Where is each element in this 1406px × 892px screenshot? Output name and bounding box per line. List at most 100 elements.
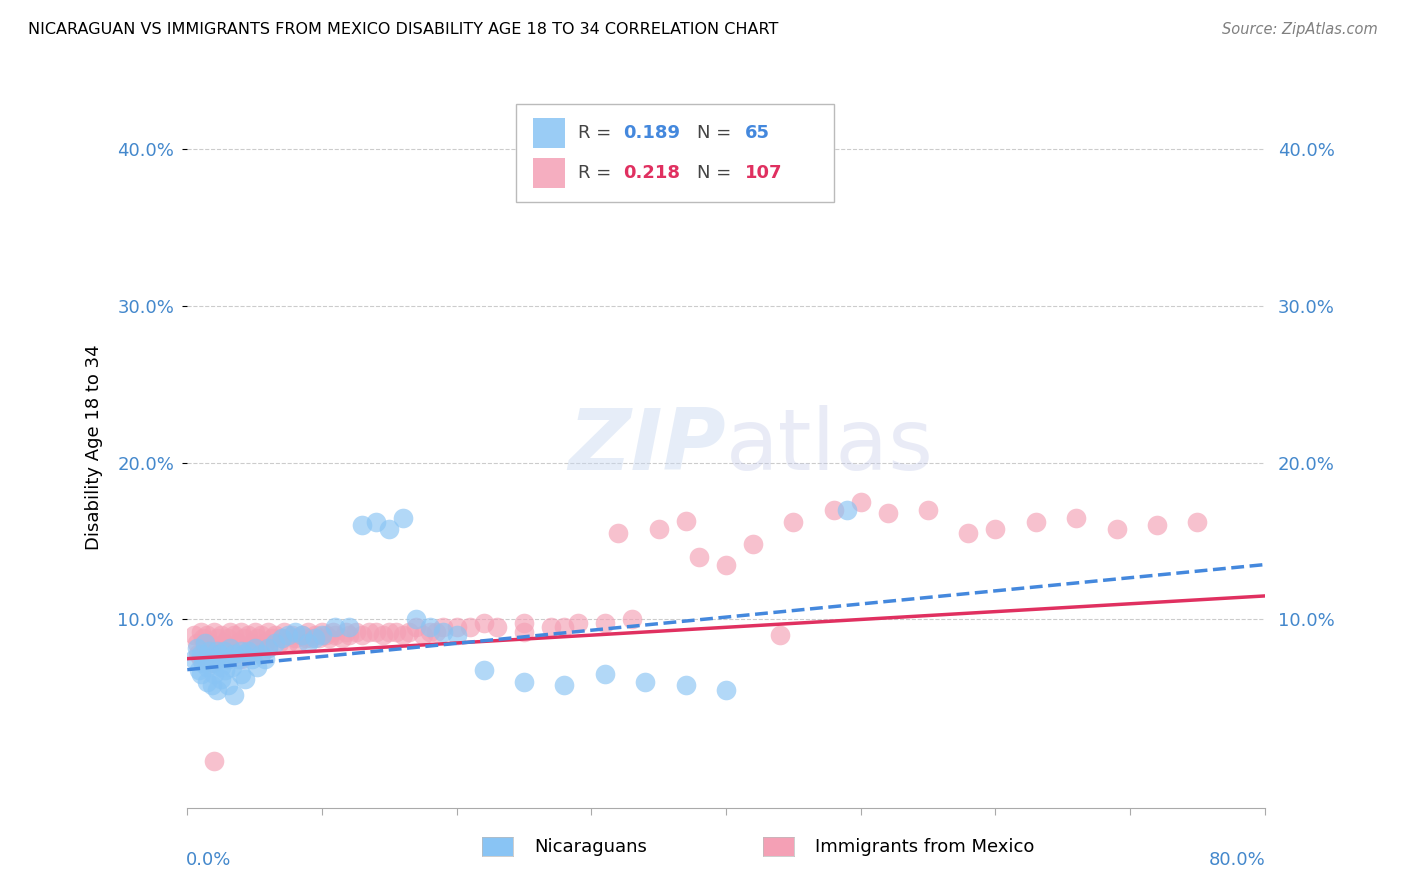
Point: [291, 628, 314, 642]
Point: [281, 628, 304, 642]
Point: [236, 644, 259, 658]
Point: [419, 625, 441, 640]
Point: [214, 647, 236, 661]
Point: [284, 632, 307, 646]
Point: [240, 636, 263, 650]
Point: [205, 632, 228, 646]
Point: [205, 651, 228, 665]
Point: [257, 625, 280, 640]
Text: R =: R =: [578, 164, 612, 182]
Point: [270, 632, 292, 646]
Point: [714, 683, 737, 698]
Point: [1187, 515, 1209, 529]
Point: [344, 625, 367, 640]
Point: [837, 502, 859, 516]
Point: [209, 672, 232, 686]
Point: [231, 644, 253, 658]
Point: [257, 640, 280, 655]
Point: [231, 625, 253, 640]
Point: [208, 647, 231, 661]
Point: [250, 628, 273, 642]
Point: [957, 526, 980, 541]
Point: [311, 628, 333, 642]
Text: NICARAGUAN VS IMMIGRANTS FROM MEXICO DISABILITY AGE 18 TO 34 CORRELATION CHART: NICARAGUAN VS IMMIGRANTS FROM MEXICO DIS…: [28, 22, 779, 37]
Point: [224, 647, 246, 661]
Point: [224, 688, 246, 702]
Point: [231, 667, 253, 681]
Point: [405, 620, 427, 634]
Point: [782, 515, 804, 529]
Point: [458, 620, 481, 634]
Point: [228, 651, 250, 665]
Point: [675, 678, 697, 692]
Bar: [533, 118, 565, 148]
Point: [1064, 510, 1087, 524]
Point: [567, 615, 589, 630]
Point: [405, 612, 427, 626]
Point: [385, 625, 408, 640]
Point: [243, 625, 266, 640]
Point: [620, 612, 643, 626]
Point: [398, 625, 420, 640]
Point: [201, 651, 224, 665]
Point: [224, 628, 246, 642]
Point: [194, 640, 217, 655]
Point: [190, 625, 212, 640]
Point: [352, 628, 374, 642]
Text: N =: N =: [697, 164, 731, 182]
Point: [322, 625, 344, 640]
Point: [243, 640, 266, 655]
Point: [432, 625, 454, 640]
Point: [197, 675, 219, 690]
Point: [243, 644, 266, 658]
Point: [337, 620, 360, 634]
Point: [240, 651, 263, 665]
Text: R =: R =: [578, 124, 612, 142]
Point: [318, 632, 340, 646]
Point: [432, 620, 454, 634]
Text: 0.189: 0.189: [624, 124, 681, 142]
Point: [294, 632, 316, 646]
Point: [217, 678, 239, 692]
Y-axis label: Disability Age 18 to 34: Disability Age 18 to 34: [86, 344, 103, 549]
Point: [304, 628, 326, 642]
Text: N =: N =: [697, 124, 731, 142]
Point: [553, 678, 575, 692]
Point: [219, 640, 242, 655]
Point: [200, 657, 222, 671]
Point: [246, 659, 269, 673]
Point: [190, 647, 212, 661]
Point: [284, 625, 307, 640]
Point: [205, 683, 228, 698]
Point: [263, 636, 285, 650]
Point: [308, 632, 330, 646]
Point: [330, 632, 353, 646]
Point: [1146, 518, 1168, 533]
Point: [876, 506, 898, 520]
Point: [325, 620, 347, 634]
Point: [378, 625, 401, 640]
Point: [202, 754, 225, 768]
Point: [193, 632, 215, 646]
Point: [188, 663, 211, 677]
Point: [246, 632, 269, 646]
Point: [209, 640, 232, 655]
Point: [270, 632, 292, 646]
Point: [221, 644, 243, 658]
Point: [250, 647, 273, 661]
Point: [769, 628, 792, 642]
Point: [250, 647, 273, 661]
Point: [190, 651, 212, 665]
Point: [214, 663, 236, 677]
Point: [232, 647, 254, 661]
Point: [257, 640, 280, 655]
Point: [419, 620, 441, 634]
Point: [254, 636, 277, 650]
Text: atlas: atlas: [725, 406, 934, 489]
Point: [217, 651, 239, 665]
Point: [446, 620, 468, 634]
Point: [212, 644, 235, 658]
Point: [200, 678, 222, 692]
Text: 80.0%: 80.0%: [1209, 851, 1265, 869]
Point: [198, 644, 221, 658]
